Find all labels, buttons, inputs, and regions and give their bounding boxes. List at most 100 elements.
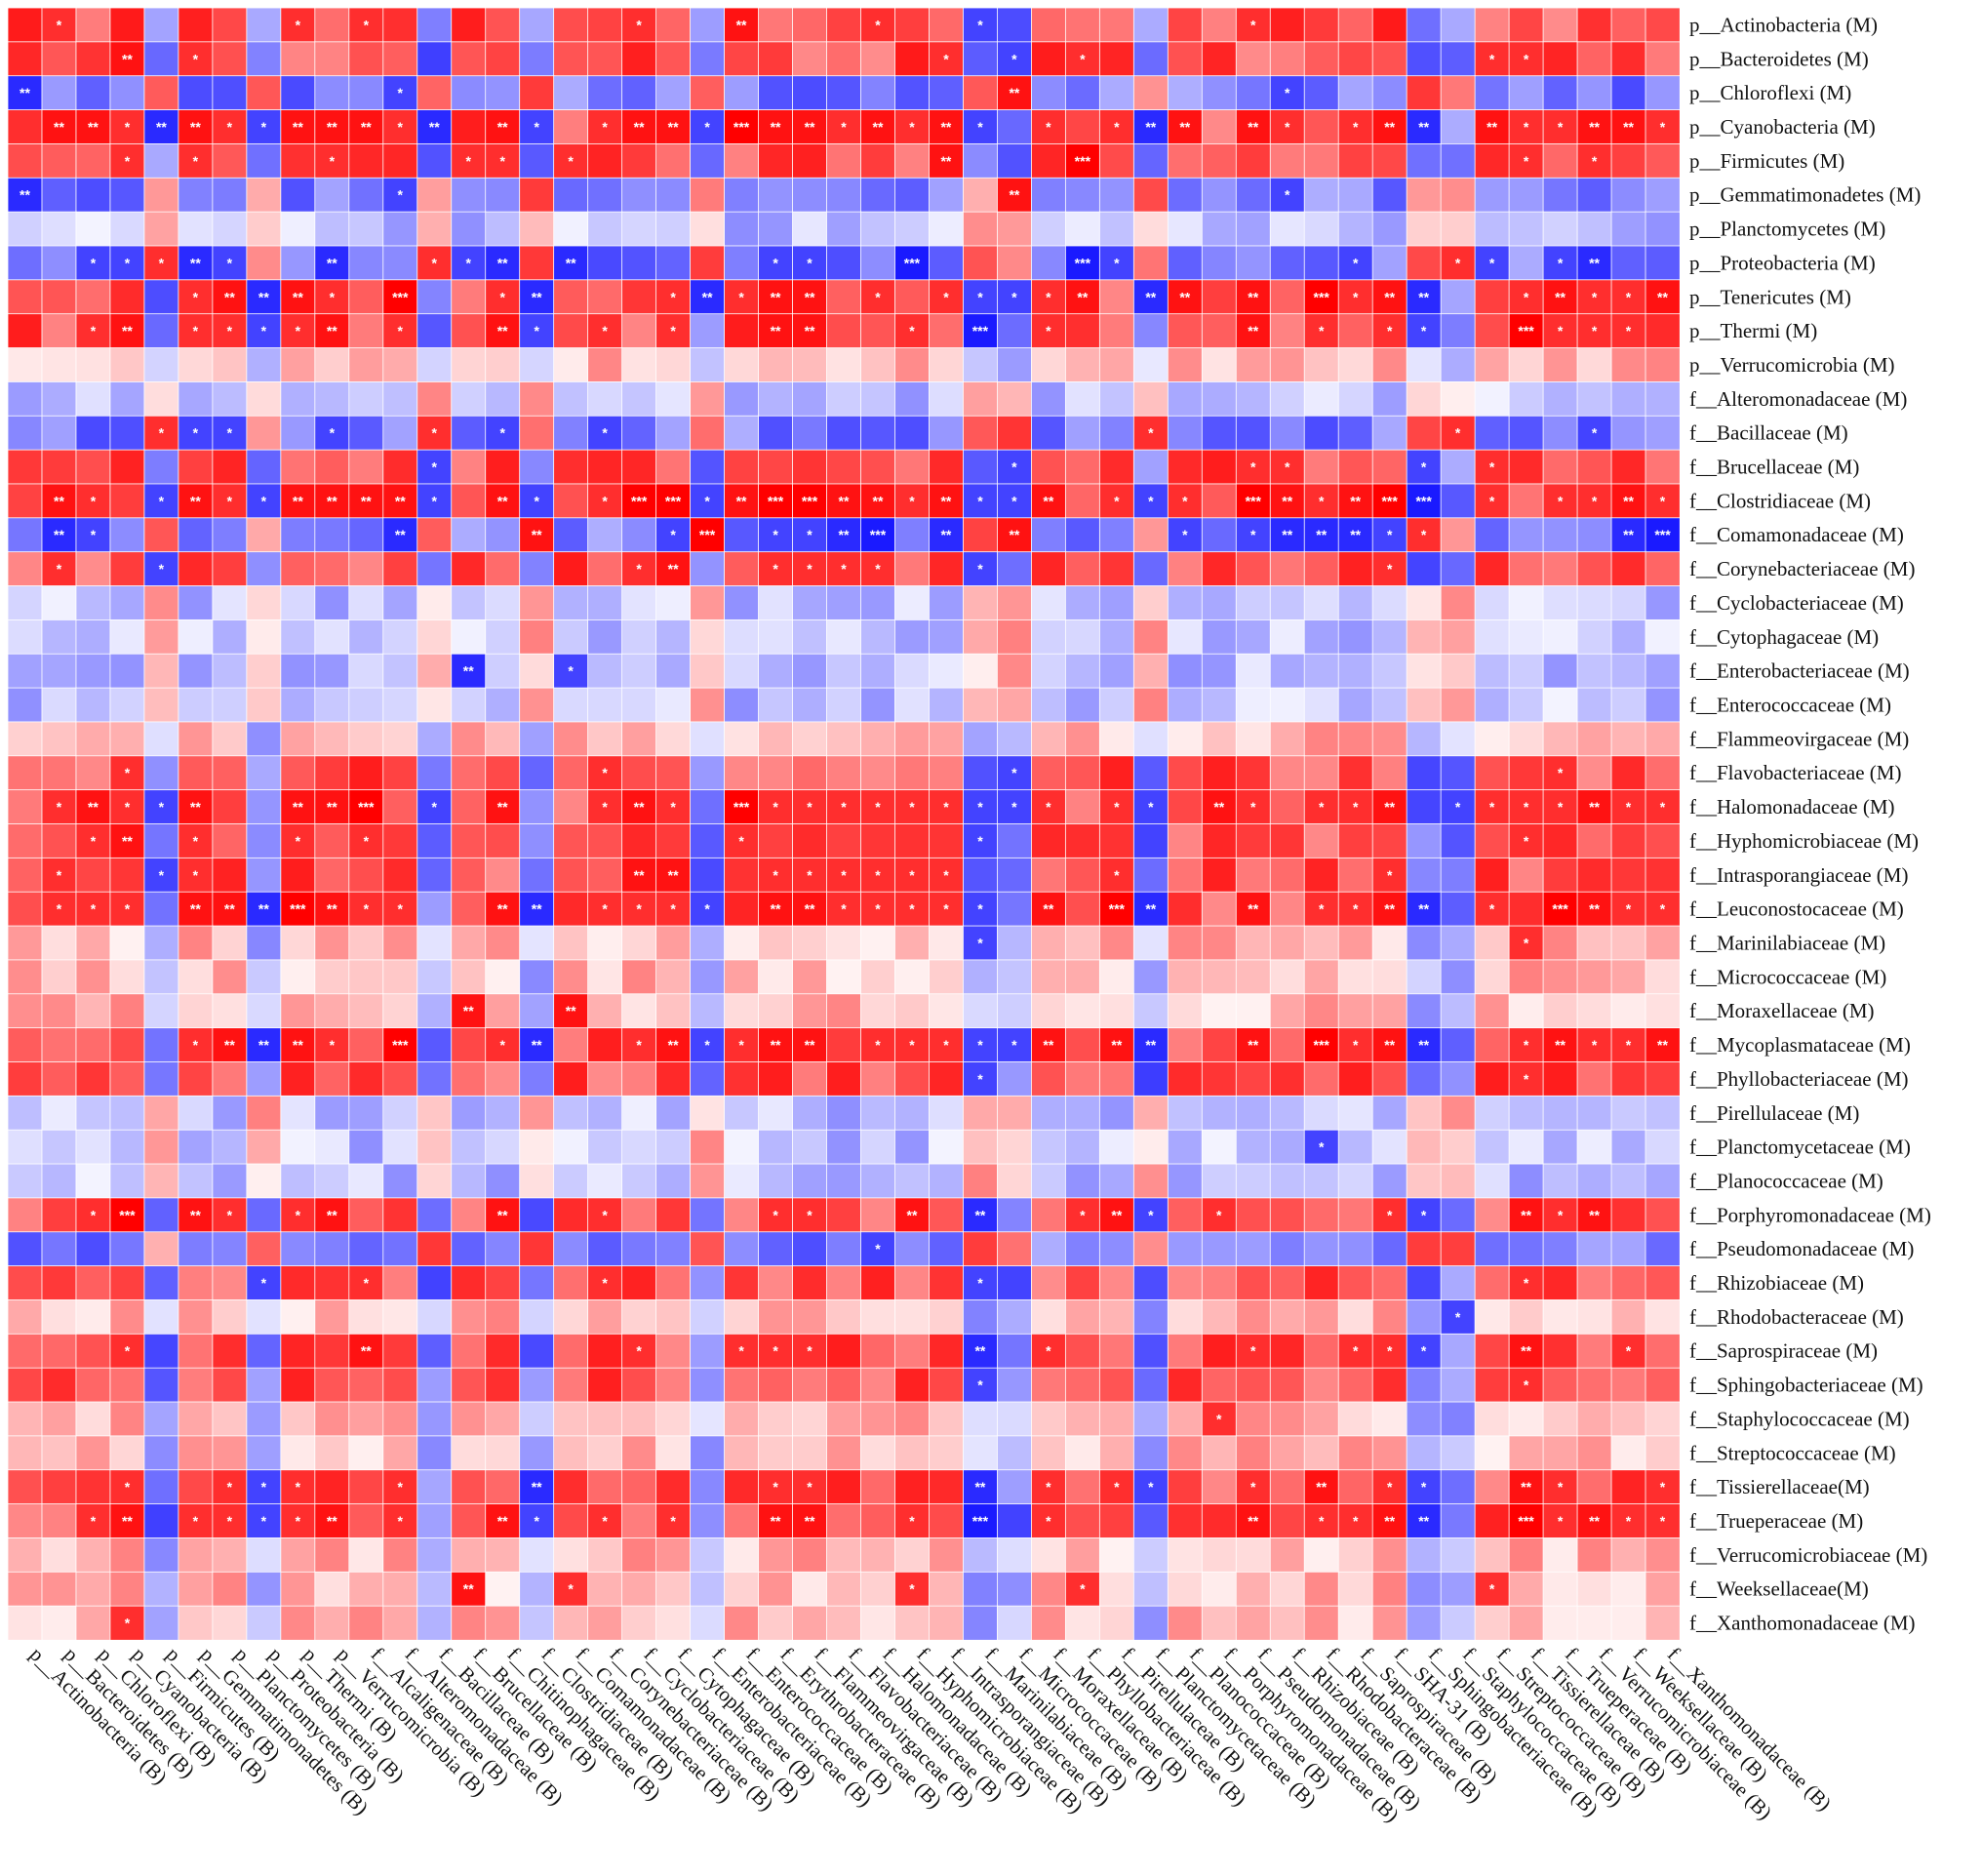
significance-mark: * xyxy=(1626,1037,1632,1053)
heatmap-cell xyxy=(1235,517,1271,553)
heatmap-cell xyxy=(1269,177,1305,213)
significance-mark: * xyxy=(1080,1207,1086,1222)
heatmap-cell xyxy=(690,1571,726,1607)
heatmap-cell xyxy=(826,857,862,893)
heatmap-cell xyxy=(1201,925,1237,961)
significance-mark: * xyxy=(227,425,233,441)
heatmap-cell xyxy=(1406,857,1442,893)
heatmap-cell xyxy=(1064,109,1101,145)
heatmap-cell xyxy=(212,313,248,349)
heatmap-cell xyxy=(1030,551,1067,587)
heatmap-cell xyxy=(655,245,692,281)
heatmap-cell xyxy=(143,823,179,859)
heatmap-cell xyxy=(997,517,1033,553)
significance-mark: * xyxy=(261,323,267,339)
heatmap-cell xyxy=(416,755,453,791)
heatmap-cell xyxy=(963,857,999,893)
heatmap-cell xyxy=(621,1503,657,1539)
heatmap-cell xyxy=(1440,279,1476,315)
heatmap-cell xyxy=(1508,721,1544,757)
heatmap-cell xyxy=(690,211,726,247)
significance-mark: * xyxy=(1046,119,1051,135)
significance-mark: ** xyxy=(1657,289,1668,304)
significance-mark: * xyxy=(1387,867,1393,883)
significance-mark: * xyxy=(943,799,949,815)
heatmap-cell xyxy=(1167,75,1203,111)
heatmap-cell xyxy=(1474,653,1510,689)
heatmap-cell xyxy=(212,1537,248,1573)
heatmap-cell xyxy=(1098,380,1135,417)
heatmap-cell xyxy=(178,993,214,1029)
heatmap-cell xyxy=(553,891,589,927)
heatmap-cell xyxy=(1440,1537,1476,1573)
heatmap-cell xyxy=(41,755,77,791)
significance-mark: * xyxy=(807,867,813,883)
heatmap-cell xyxy=(758,1503,794,1539)
significance-mark: * xyxy=(977,289,983,304)
heatmap-cell xyxy=(553,279,589,315)
heatmap-cell xyxy=(1440,1231,1476,1267)
heatmap-cell xyxy=(894,653,931,689)
heatmap-cell xyxy=(587,1435,623,1471)
heatmap-cell xyxy=(997,925,1033,961)
heatmap-cell xyxy=(860,1367,896,1403)
heatmap-cell xyxy=(1508,1401,1544,1437)
heatmap-cell xyxy=(1576,211,1612,247)
heatmap-cell xyxy=(348,1265,384,1301)
heatmap-cell xyxy=(1030,415,1067,451)
heatmap-cell xyxy=(1610,619,1646,655)
heatmap-cell xyxy=(1167,449,1203,485)
heatmap-cell xyxy=(1508,585,1544,621)
heatmap-cell xyxy=(860,1231,896,1267)
heatmap-cell xyxy=(1269,1027,1305,1063)
heatmap-cell xyxy=(724,415,760,451)
heatmap-cell xyxy=(1030,449,1067,485)
heatmap-cell xyxy=(1576,449,1612,485)
heatmap-cell xyxy=(1303,1231,1339,1267)
significance-mark: ** xyxy=(532,527,542,542)
heatmap-cell xyxy=(1542,1435,1578,1471)
heatmap-cell xyxy=(1167,993,1203,1029)
heatmap-cell xyxy=(1508,1537,1544,1573)
heatmap-cell xyxy=(553,347,589,383)
heatmap-cell xyxy=(963,1333,999,1369)
heatmap-cell xyxy=(109,1537,145,1573)
heatmap-cell xyxy=(826,1129,862,1165)
heatmap-cell xyxy=(929,1367,965,1403)
heatmap-cell xyxy=(1167,7,1203,43)
significance-mark: * xyxy=(841,561,847,577)
heatmap-cell xyxy=(1098,993,1135,1029)
heatmap-cell xyxy=(1132,857,1169,893)
heatmap-cell xyxy=(1576,1605,1612,1641)
heatmap-cell xyxy=(1098,347,1135,383)
heatmap-cell xyxy=(314,687,350,723)
heatmap-cell xyxy=(416,41,453,77)
heatmap-cell xyxy=(1576,1333,1612,1369)
significance-mark: * xyxy=(1250,1343,1256,1359)
significance-mark: ** xyxy=(327,1207,337,1222)
significance-mark: ** xyxy=(1145,119,1156,135)
significance-mark: * xyxy=(875,17,881,32)
heatmap-cell xyxy=(1303,959,1339,995)
heatmap-cell xyxy=(690,857,726,893)
heatmap-cell xyxy=(382,619,418,655)
heatmap-cell xyxy=(41,585,77,621)
heatmap-cell xyxy=(587,687,623,723)
heatmap-cell xyxy=(587,857,623,893)
significance-mark: * xyxy=(1011,51,1017,66)
heatmap-cell xyxy=(587,7,623,43)
heatmap-cell xyxy=(7,1095,43,1131)
heatmap-cell xyxy=(1030,857,1067,893)
heatmap-cell xyxy=(178,619,214,655)
heatmap-cell xyxy=(451,517,487,553)
heatmap-cell xyxy=(792,925,828,961)
heatmap-cell xyxy=(109,380,145,417)
heatmap-cell xyxy=(860,1129,896,1165)
significance-mark: * xyxy=(1558,799,1564,815)
heatmap-cell xyxy=(1167,1401,1203,1437)
significance-mark: * xyxy=(1455,425,1461,441)
heatmap-cell xyxy=(1440,483,1476,519)
heatmap-cell xyxy=(792,1163,828,1199)
heatmap-cell xyxy=(1508,1605,1544,1641)
heatmap-cell xyxy=(1303,1571,1339,1607)
